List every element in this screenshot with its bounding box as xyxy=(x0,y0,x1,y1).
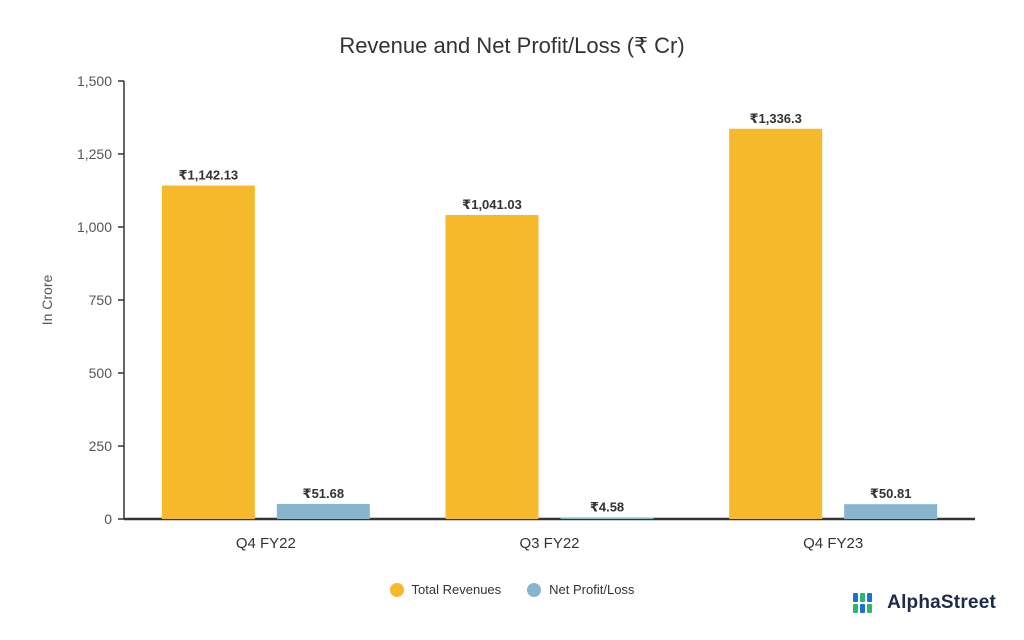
legend-label: Net Profit/Loss xyxy=(549,582,635,597)
y-tick-label: 1,500 xyxy=(77,73,112,89)
y-tick-label: 750 xyxy=(89,292,113,308)
y-axis-label: In Crore xyxy=(39,275,55,326)
legend: Total Revenues Net Profit/Loss xyxy=(0,582,1024,597)
y-tick-label: 250 xyxy=(89,438,113,454)
data-label: ₹50.81 xyxy=(870,486,912,501)
data-label: ₹1,041.03 xyxy=(462,197,522,212)
data-labels: ₹1,142.13 ₹51.68 ₹1,041.03 ₹4.58 ₹1,336.3 ₹50… xyxy=(179,111,912,515)
data-label: ₹51.68 xyxy=(303,486,345,501)
bar-net-profit-loss-q4-fy22[interactable] xyxy=(276,503,370,519)
y-tick-label: 0 xyxy=(104,511,112,527)
y-tick-label: 1,250 xyxy=(77,146,112,162)
data-label: ₹1,336.3 xyxy=(749,111,801,126)
legend-item-net-profit-loss[interactable]: Net Profit/Loss xyxy=(527,582,634,597)
bar-total-revenues-q4-fy23[interactable] xyxy=(729,128,823,519)
y-tick-label: 500 xyxy=(89,365,113,381)
legend-label: Total Revenues xyxy=(411,582,502,597)
axes: 0 250 500 750 1,000 1,250 1,500 Q4 FY22 Q3 FY22 Q… xyxy=(77,73,975,552)
legend-item-total-revenues[interactable]: Total Revenues xyxy=(389,582,502,597)
data-label: ₹4.58 xyxy=(590,500,624,515)
legend-swatch-icon xyxy=(527,582,542,597)
chart-title: Revenue and Net Profit/Loss (₹ Cr) xyxy=(339,33,684,58)
x-category-label: Q3 FY22 xyxy=(519,535,579,552)
bar-net-profit-loss-q3-fy22[interactable] xyxy=(560,517,654,519)
bar-total-revenues-q3-fy22[interactable] xyxy=(445,215,539,520)
brand-logo: AlphaStreet xyxy=(853,592,996,614)
brand-name: AlphaStreet xyxy=(887,592,996,613)
bar-total-revenues-q4-fy22[interactable] xyxy=(161,185,255,519)
x-category-label: Q4 FY22 xyxy=(236,535,296,552)
x-category-label: Q4 FY23 xyxy=(803,535,863,552)
legend-swatch-icon xyxy=(389,582,404,597)
data-label: ₹1,142.13 xyxy=(179,167,239,182)
y-tick-label: 1,000 xyxy=(77,219,112,235)
alphastreet-logo-icon xyxy=(853,593,873,613)
bar-net-profit-loss-q4-fy23[interactable] xyxy=(844,504,938,519)
bars xyxy=(161,128,938,520)
